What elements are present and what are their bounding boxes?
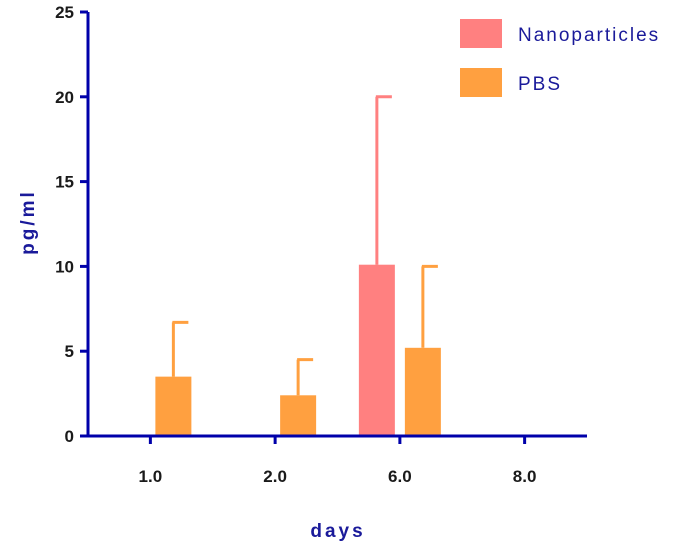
- tick-labels-layer: 0 5 10 15 20 25 1.0 2.0 6.0 8.0: [55, 3, 536, 486]
- y-axis-title: pg/ml: [18, 189, 39, 255]
- bar-pbs: [280, 395, 317, 436]
- legend-swatch-pbs: [460, 68, 502, 97]
- y-tick-label: 15: [55, 173, 74, 192]
- y-tick-label: 5: [65, 342, 74, 361]
- y-tick-label: 0: [65, 427, 74, 446]
- bar-pbs: [155, 376, 192, 436]
- x-tick-label: 8.0: [513, 467, 537, 486]
- bars-layer: [155, 264, 441, 436]
- x-tick-label: 1.0: [139, 467, 163, 486]
- legend: Nanoparticles PBS: [460, 19, 660, 97]
- legend-label-nanoparticles: Nanoparticles: [518, 25, 660, 46]
- x-tick-label: 2.0: [263, 467, 287, 486]
- y-tick-label: 10: [55, 257, 74, 276]
- error-bars-layer: [171, 95, 438, 396]
- y-tick-label: 25: [55, 3, 74, 22]
- legend-swatch-nanoparticles: [460, 19, 502, 48]
- bar-nanoparticles: [358, 264, 395, 436]
- axes-layer: [80, 10, 587, 444]
- y-tick-label: 20: [55, 88, 74, 107]
- x-tick-label: 6.0: [388, 467, 412, 486]
- bar-pbs: [404, 347, 441, 436]
- legend-label-pbs: PBS: [518, 74, 562, 95]
- x-axis-title: days: [310, 521, 365, 542]
